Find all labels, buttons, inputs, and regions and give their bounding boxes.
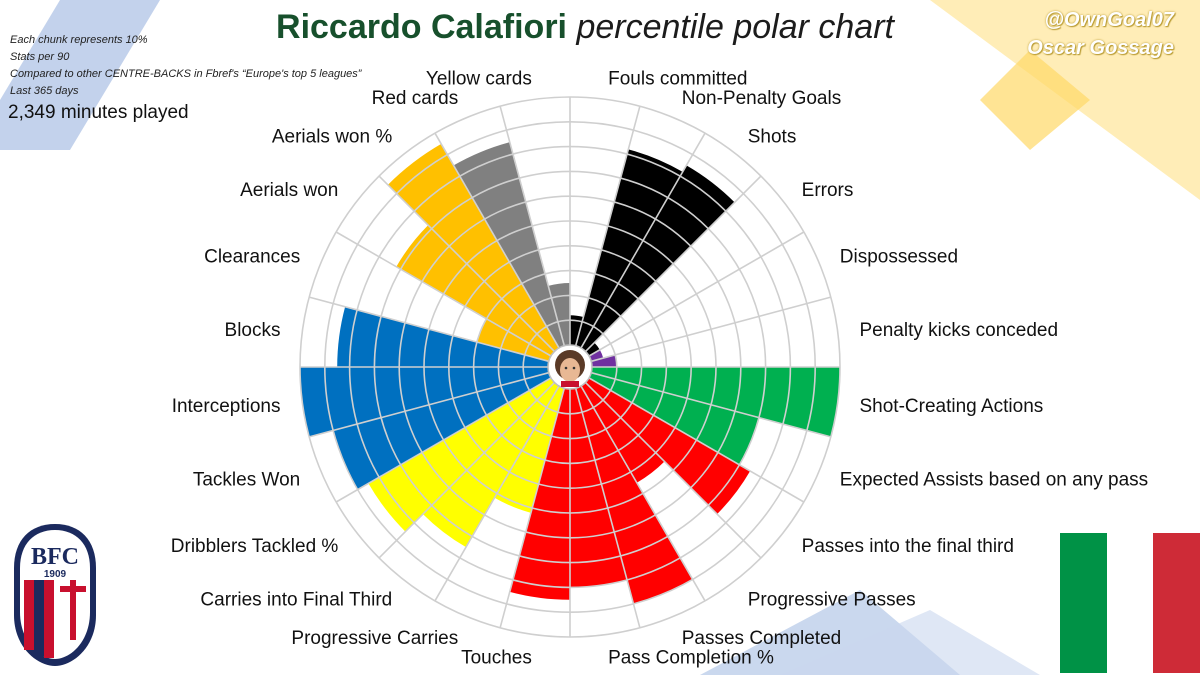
label-aerials-won: Aerials won	[240, 180, 338, 201]
grid-spoke	[591, 371, 832, 438]
label-pass-completion: Pass Completion %	[608, 648, 774, 669]
grid-spoke	[335, 231, 552, 357]
twitter-handle: @OwnGoal07	[1044, 9, 1174, 31]
grid-spoke	[499, 388, 566, 629]
label-touches: Touches	[461, 648, 532, 669]
grid-spoke	[308, 296, 549, 363]
photo-eye-right	[572, 366, 576, 370]
chart-title-suffix: percentile polar chart	[576, 8, 894, 46]
grid-spoke	[378, 175, 556, 353]
label-red-cards: Red cards	[372, 88, 459, 109]
grid-spoke	[434, 385, 560, 602]
note-chunk: Each chunk represents 10%	[10, 34, 148, 46]
bar-expected-assists-based-on-any-pass	[589, 372, 759, 465]
bar-passes-completed	[575, 386, 693, 604]
bar-touches	[509, 388, 570, 600]
grid-spoke	[580, 385, 706, 602]
player-photo	[547, 344, 593, 390]
flag-white-band	[1107, 533, 1153, 673]
grid-spoke	[574, 105, 641, 346]
note-per90: Stats per 90	[10, 51, 70, 63]
label-fouls-committed: Fouls committed	[608, 68, 747, 89]
note-comparison: Compared to other CENTRE-BACKS in Fbref'…	[10, 68, 362, 80]
flag-red-band	[1153, 533, 1200, 673]
note-period: Last 365 days	[10, 85, 79, 97]
bar-interceptions	[300, 367, 549, 437]
grid-spoke	[584, 381, 762, 559]
photo-face	[560, 358, 580, 382]
label-yellow-cards: Yellow cards	[426, 68, 532, 89]
label-expected-assists-based-on-any-pass: Expected Assists based on any pass	[840, 470, 1148, 491]
grid-spoke	[434, 132, 560, 349]
label-progressive-passes: Progressive Passes	[748, 590, 916, 611]
grid-spoke	[591, 296, 832, 363]
label-tackles-won: Tackles Won	[193, 470, 300, 491]
grid-spoke	[574, 388, 641, 629]
label-carries-into-final-third: Carries into Final Third	[200, 590, 392, 611]
grid-spoke	[580, 132, 706, 349]
label-aerials-won: Aerials won %	[272, 126, 392, 147]
label-dispossessed: Dispossessed	[840, 246, 958, 267]
label-non-penalty-goals: Non-Penalty Goals	[682, 88, 841, 109]
label-errors: Errors	[802, 180, 854, 201]
bar-blocks	[337, 306, 549, 367]
grid-spoke	[335, 377, 552, 503]
grid-spoke	[588, 377, 805, 503]
minutes-played: 2,349 minutes played	[8, 102, 189, 123]
photo-shirt	[561, 381, 579, 387]
label-passes-completed: Passes Completed	[682, 628, 841, 649]
bar-dribblers-tackled	[368, 378, 555, 532]
bar-penalty-kicks-conceded	[591, 354, 617, 367]
italy-flag	[1060, 533, 1200, 673]
label-penalty-kicks-conceded: Penalty kicks conceded	[860, 320, 1059, 341]
label-progressive-carries: Progressive Carries	[291, 628, 458, 649]
label-blocks: Blocks	[225, 320, 281, 341]
label-shot-creating-actions: Shot-Creating Actions	[860, 396, 1044, 417]
photo-eye-left	[564, 366, 568, 370]
bar-shots	[581, 165, 735, 352]
bar-errors	[585, 342, 600, 356]
label-interceptions: Interceptions	[172, 396, 281, 417]
author-credit: @OwnGoal07 Oscar Gossage	[1027, 6, 1174, 62]
label-passes-into-the-final-third: Passes into the final third	[802, 536, 1014, 557]
label-shots: Shots	[748, 126, 797, 147]
bar-progressive-carries	[494, 386, 565, 513]
grid-spoke	[588, 231, 805, 357]
bar-shot-creating-actions	[591, 367, 840, 437]
bar-fouls-committed	[570, 315, 584, 346]
chart-notes: Each chunk represents 10% Stats per 90 C…	[10, 32, 361, 100]
grid-group	[299, 96, 841, 638]
bar-clearances	[476, 318, 551, 362]
crest-year: 1909	[44, 569, 67, 580]
bar-tackles-won	[333, 372, 551, 490]
bologna-fc-crest: BFC 1909	[14, 524, 96, 666]
flag-green-band	[1060, 533, 1107, 673]
bar-red-cards	[453, 142, 565, 348]
grid-spoke	[378, 381, 556, 559]
grid-spoke	[499, 105, 566, 346]
bar-non-penalty-goals	[575, 149, 683, 348]
crest-letters: BFC	[31, 544, 79, 570]
grid-spoke	[584, 175, 762, 353]
label-clearances: Clearances	[204, 246, 300, 267]
grid-spoke	[308, 371, 549, 438]
page-title: Riccardo Calafiori percentile polar char…	[0, 8, 1170, 47]
bar-yellow-cards	[548, 283, 570, 346]
label-dribblers-tackled: Dribblers Tackled %	[171, 536, 339, 557]
player-name: Riccardo Calafiori	[276, 8, 567, 46]
bar-progressive-passes	[581, 382, 665, 483]
author-name: Oscar Gossage	[1027, 37, 1174, 59]
